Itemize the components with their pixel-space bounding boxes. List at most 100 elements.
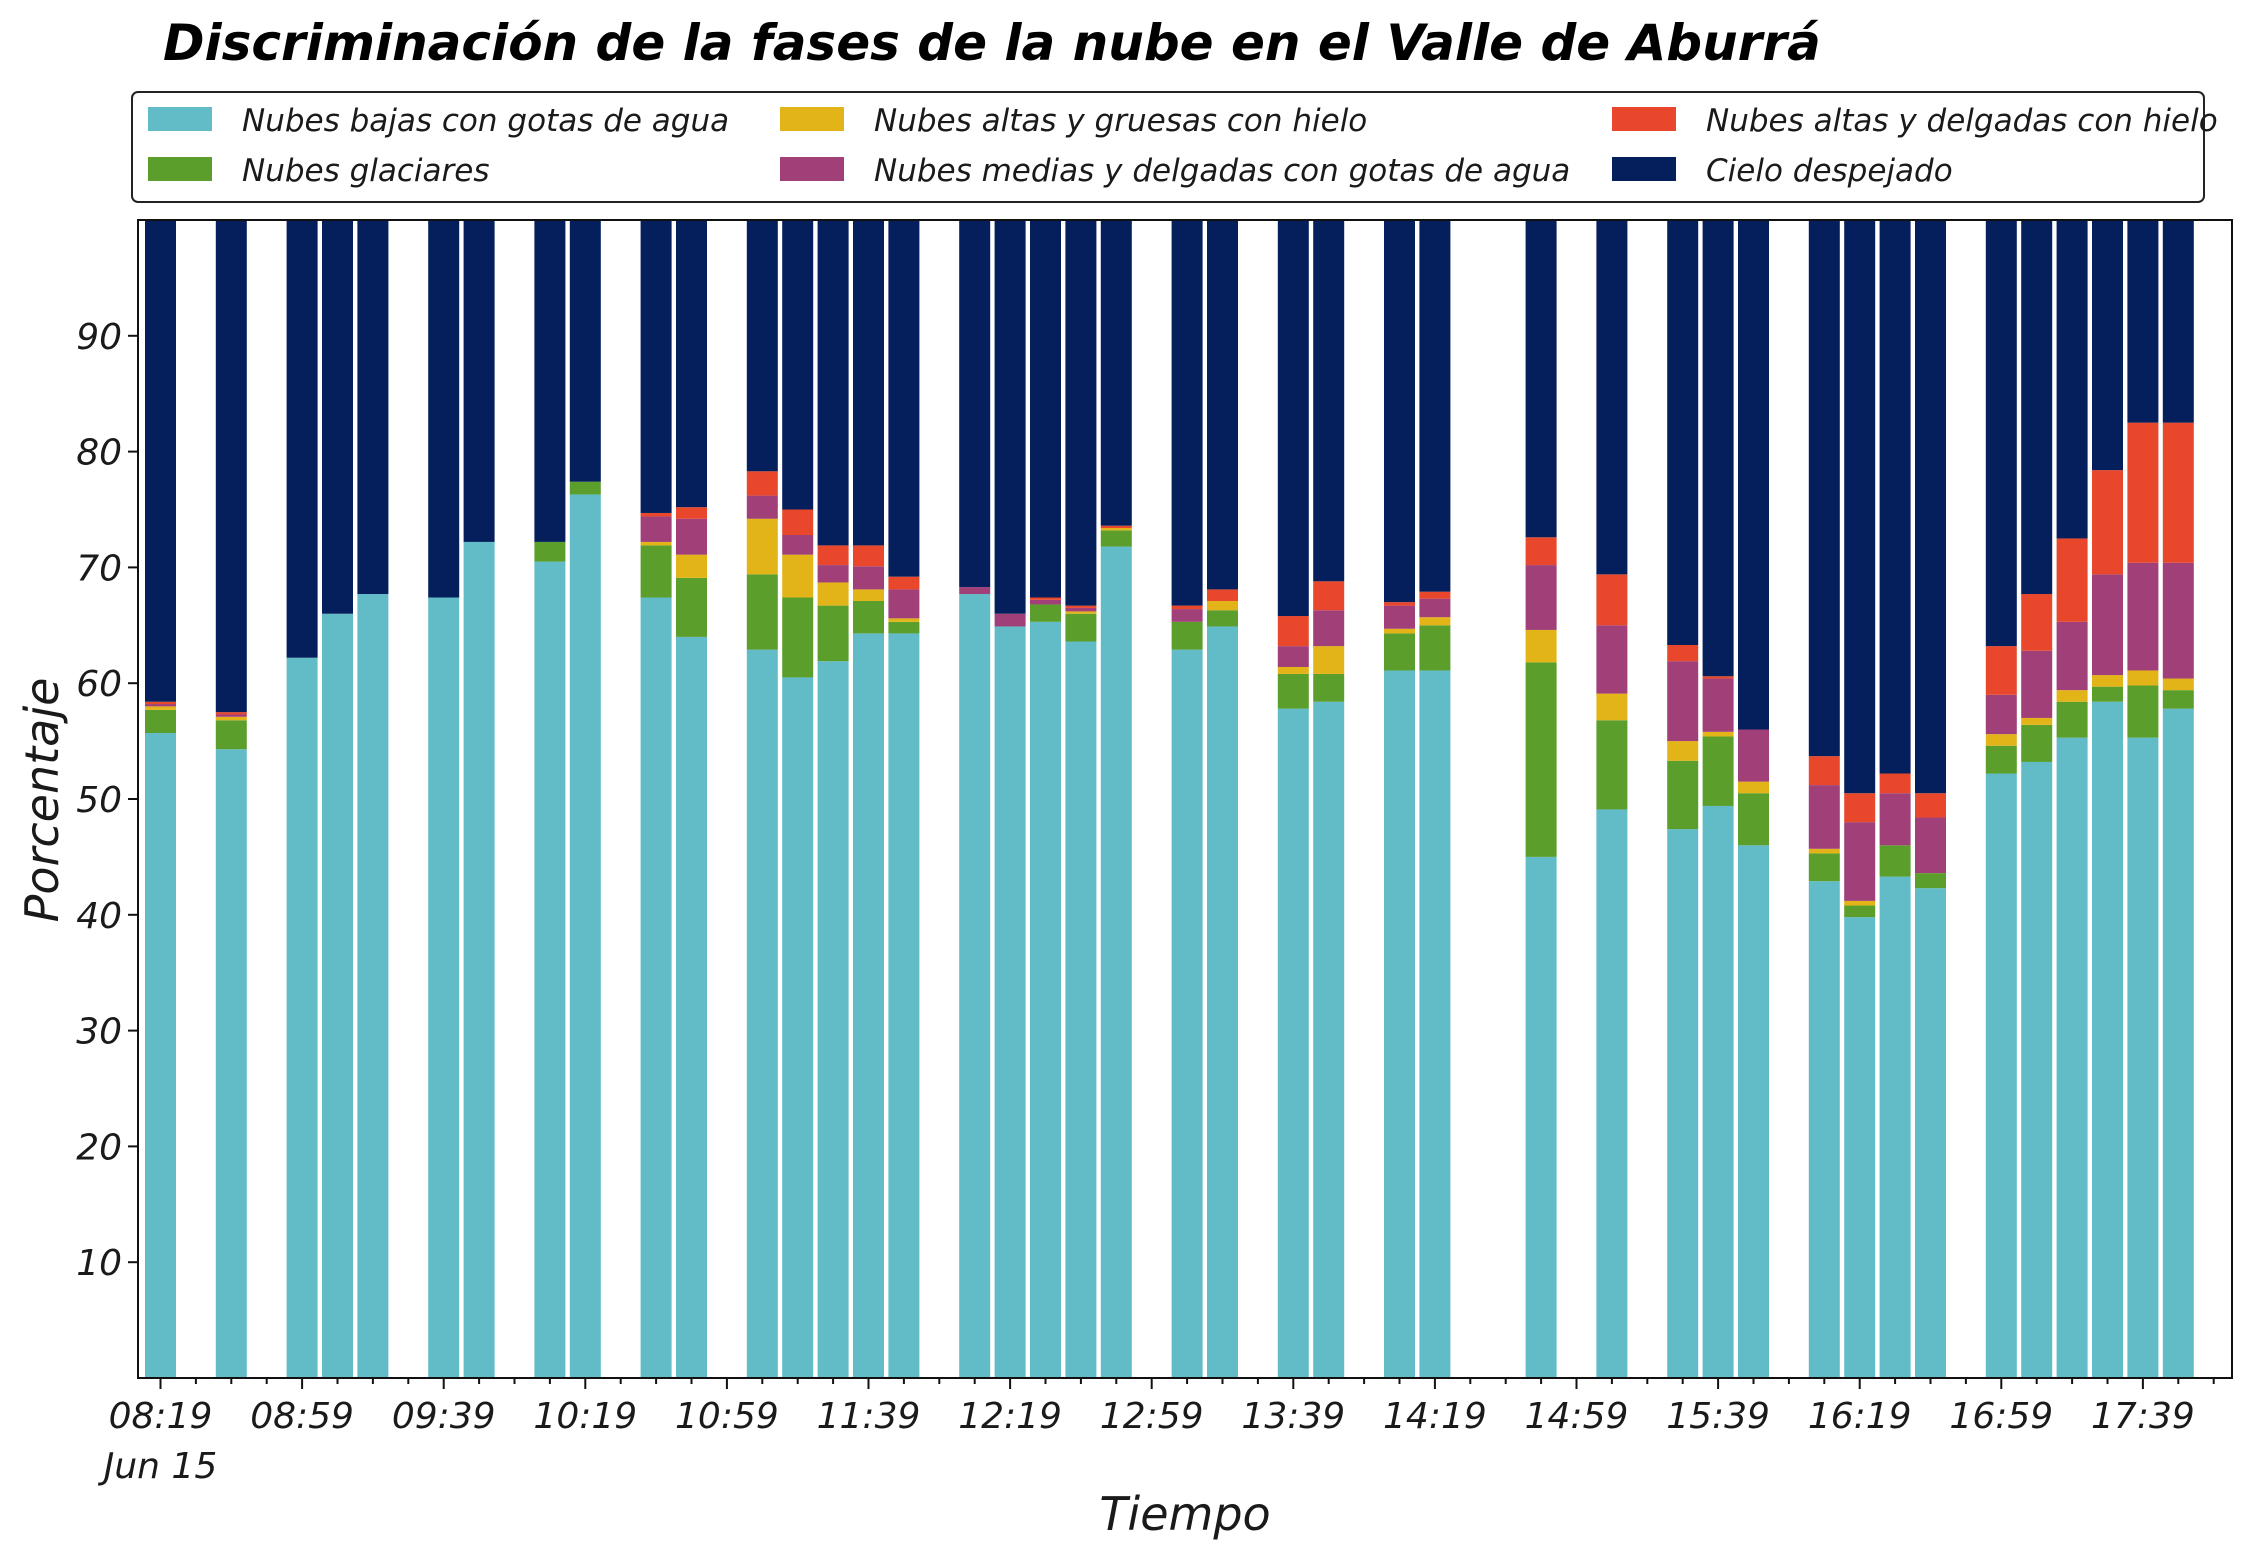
bar-segment-nubes-glaciares [1277, 673, 1309, 709]
bar-segment-nubes-bajas-con-gotas-de-agua [782, 677, 814, 1378]
bar-segment-nubes-altas-y-gruesas-con-hielo [1844, 900, 1876, 906]
bar-segment-nubes-medias-y-delgadas-con-gotas-de-agua [145, 704, 176, 707]
bar-segment-nubes-altas-y-gruesas-con-hielo [1313, 646, 1345, 674]
bar-segment-nubes-bajas-con-gotas-de-agua [1985, 773, 2017, 1378]
legend-item-cielo-despejado: Cielo despejado [1612, 153, 1953, 189]
x-tick-label: 17:39 [2091, 1396, 2195, 1437]
bar-segment-nubes-altas-y-gruesas-con-hielo [2092, 675, 2123, 687]
bar-segment-nubes-altas-y-delgadas-con-hielo [640, 512, 672, 517]
bar-stack-6 [357, 220, 389, 1378]
bar-segment-nubes-altas-y-delgadas-con-hielo [782, 509, 814, 535]
bar-stack-26 [1065, 220, 1097, 1378]
legend-swatch [148, 107, 212, 131]
bar-segment-nubes-altas-y-delgadas-con-hielo [1100, 525, 1132, 529]
bar-segment-nubes-glaciares [817, 605, 849, 662]
bar-segment-nubes-glaciares [1667, 760, 1699, 830]
bar-stack-12 [569, 220, 601, 1378]
bar-segment-nubes-altas-y-gruesas-con-hielo [1100, 528, 1132, 531]
bar-segment-nubes-medias-y-delgadas-con-gotas-de-agua [1419, 598, 1451, 618]
bar-segment-nubes-bajas-con-gotas-de-agua [357, 594, 389, 1378]
bar-segment-nubes-medias-y-delgadas-con-gotas-de-agua [782, 534, 814, 555]
bar-segment-cielo-despejado [640, 220, 672, 513]
bar-segment-nubes-altas-y-delgadas-con-hielo [1667, 644, 1699, 662]
bar-segment-nubes-altas-y-delgadas-con-hielo [1596, 574, 1628, 626]
bar-segment-cielo-despejado [1100, 220, 1132, 526]
bar-segment-cielo-despejado [1702, 220, 1734, 677]
bar-segment-nubes-bajas-con-gotas-de-agua [1313, 701, 1345, 1378]
bar-stack-25 [1030, 220, 1061, 1378]
bar-stack-14 [640, 220, 672, 1378]
bar-segment-nubes-altas-y-gruesas-con-hielo [1207, 600, 1238, 611]
legend-label: Nubes medias y delgadas con gotas de agu… [874, 153, 1570, 189]
bar-segment-nubes-altas-y-delgadas-con-hielo [817, 545, 849, 566]
bar-segment-cielo-despejado [817, 220, 849, 546]
bar-stack-4 [286, 220, 318, 1378]
bar-segment-nubes-medias-y-delgadas-con-gotas-de-agua [746, 495, 778, 519]
bar-segment-nubes-bajas-con-gotas-de-agua [1207, 626, 1238, 1378]
bar-segment-nubes-altas-y-gruesas-con-hielo [853, 589, 884, 601]
bar-segment-cielo-despejado [1808, 220, 1840, 757]
bar-segment-nubes-bajas-con-gotas-de-agua [215, 749, 247, 1378]
bar-segment-cielo-despejado [534, 220, 566, 542]
bar-segment-nubes-medias-y-delgadas-con-gotas-de-agua [2021, 650, 2053, 718]
bar-stack-21 [888, 220, 920, 1378]
bar-stack-18 [782, 220, 814, 1378]
bar-segment-nubes-bajas-con-gotas-de-agua [1065, 641, 1097, 1378]
bar-segment-nubes-altas-y-gruesas-con-hielo [888, 618, 920, 622]
bar-segment-nubes-bajas-con-gotas-de-agua [817, 661, 849, 1378]
bar-segment-nubes-medias-y-delgadas-con-gotas-de-agua [994, 613, 1026, 627]
bar-segment-nubes-bajas-con-gotas-de-agua [1915, 888, 1946, 1378]
bar-segment-nubes-altas-y-delgadas-con-hielo [1384, 602, 1415, 606]
x-tick-label: 09:39 [392, 1396, 496, 1437]
bar-segment-nubes-glaciares [782, 597, 814, 678]
bar-segment-cielo-despejado [676, 220, 707, 508]
bar-segment-nubes-bajas-con-gotas-de-agua [1808, 881, 1840, 1378]
bar-segment-nubes-glaciares [1844, 905, 1876, 918]
bar-segment-cielo-despejado [1419, 220, 1451, 592]
x-tick-label: 11:39 [817, 1396, 921, 1437]
bar-segment-nubes-glaciares [2021, 724, 2053, 762]
bar-stack-9 [463, 220, 495, 1378]
bar-stack-15 [676, 220, 707, 1378]
bar-segment-nubes-altas-y-gruesas-con-hielo [1667, 741, 1699, 761]
bar-segment-nubes-altas-y-delgadas-con-hielo [2162, 422, 2194, 563]
bar-segment-nubes-altas-y-gruesas-con-hielo [215, 716, 247, 721]
bar-segment-nubes-bajas-con-gotas-de-agua [569, 494, 601, 1378]
x-tick-label: 14:59 [1525, 1396, 1629, 1437]
bar-stack-39 [1525, 220, 1557, 1378]
bar-segment-nubes-altas-y-delgadas-con-hielo [746, 471, 778, 496]
bar-segment-cielo-despejado [1030, 220, 1061, 598]
bar-segment-nubes-altas-y-delgadas-con-hielo [145, 701, 176, 705]
bar-segment-nubes-glaciares [215, 720, 247, 750]
bar-segment-cielo-despejado [746, 220, 778, 472]
bar-segment-cielo-despejado [2162, 220, 2194, 423]
legend-frame [131, 91, 2205, 203]
bar-segment-cielo-despejado [2092, 220, 2123, 471]
legend-swatch [780, 107, 844, 131]
bar-segment-nubes-medias-y-delgadas-con-gotas-de-agua [1384, 605, 1415, 629]
bar-segment-nubes-altas-y-gruesas-con-hielo [1808, 848, 1840, 854]
x-axis: 08:19 Jun 15 08:59 09:39 10:19 10:59 11:39 12:1… [98, 1378, 2215, 1487]
bar-segment-nubes-altas-y-gruesas-con-hielo [1384, 628, 1415, 634]
y-axis: 10 20 30 40 50 60 70 80 90 [76, 317, 138, 1284]
legend-items: Nubes bajas con gotas de agua Nubes glaci… [148, 103, 2218, 189]
y-tick-label: 10 [76, 1243, 122, 1284]
bar-segment-nubes-glaciares [1384, 633, 1415, 671]
bar-segment-cielo-despejado [853, 220, 884, 546]
bar-segment-nubes-altas-y-delgadas-con-hielo [853, 545, 884, 567]
bar-segment-nubes-altas-y-delgadas-con-hielo [1985, 646, 2017, 695]
y-tick-label: 20 [76, 1127, 122, 1168]
x-axis-label: Tiempo [1099, 1487, 1270, 1541]
bar-segment-nubes-altas-y-delgadas-con-hielo [1207, 589, 1238, 601]
bar-stack-19 [817, 220, 849, 1378]
x-tick-label: 13:39 [1241, 1396, 1345, 1437]
bar-segment-nubes-medias-y-delgadas-con-gotas-de-agua [1065, 607, 1097, 612]
y-tick-label: 60 [76, 664, 122, 705]
bar-segment-nubes-medias-y-delgadas-con-gotas-de-agua [1915, 817, 1946, 874]
bar-segment-nubes-bajas-con-gotas-de-agua [1030, 621, 1061, 1378]
bar-segment-cielo-despejado [1207, 220, 1238, 590]
bar-segment-cielo-despejado [357, 220, 389, 595]
y-tick-label: 50 [76, 780, 122, 821]
bar-segment-nubes-altas-y-delgadas-con-hielo [1065, 605, 1097, 608]
bar-segment-cielo-despejado [428, 220, 460, 598]
